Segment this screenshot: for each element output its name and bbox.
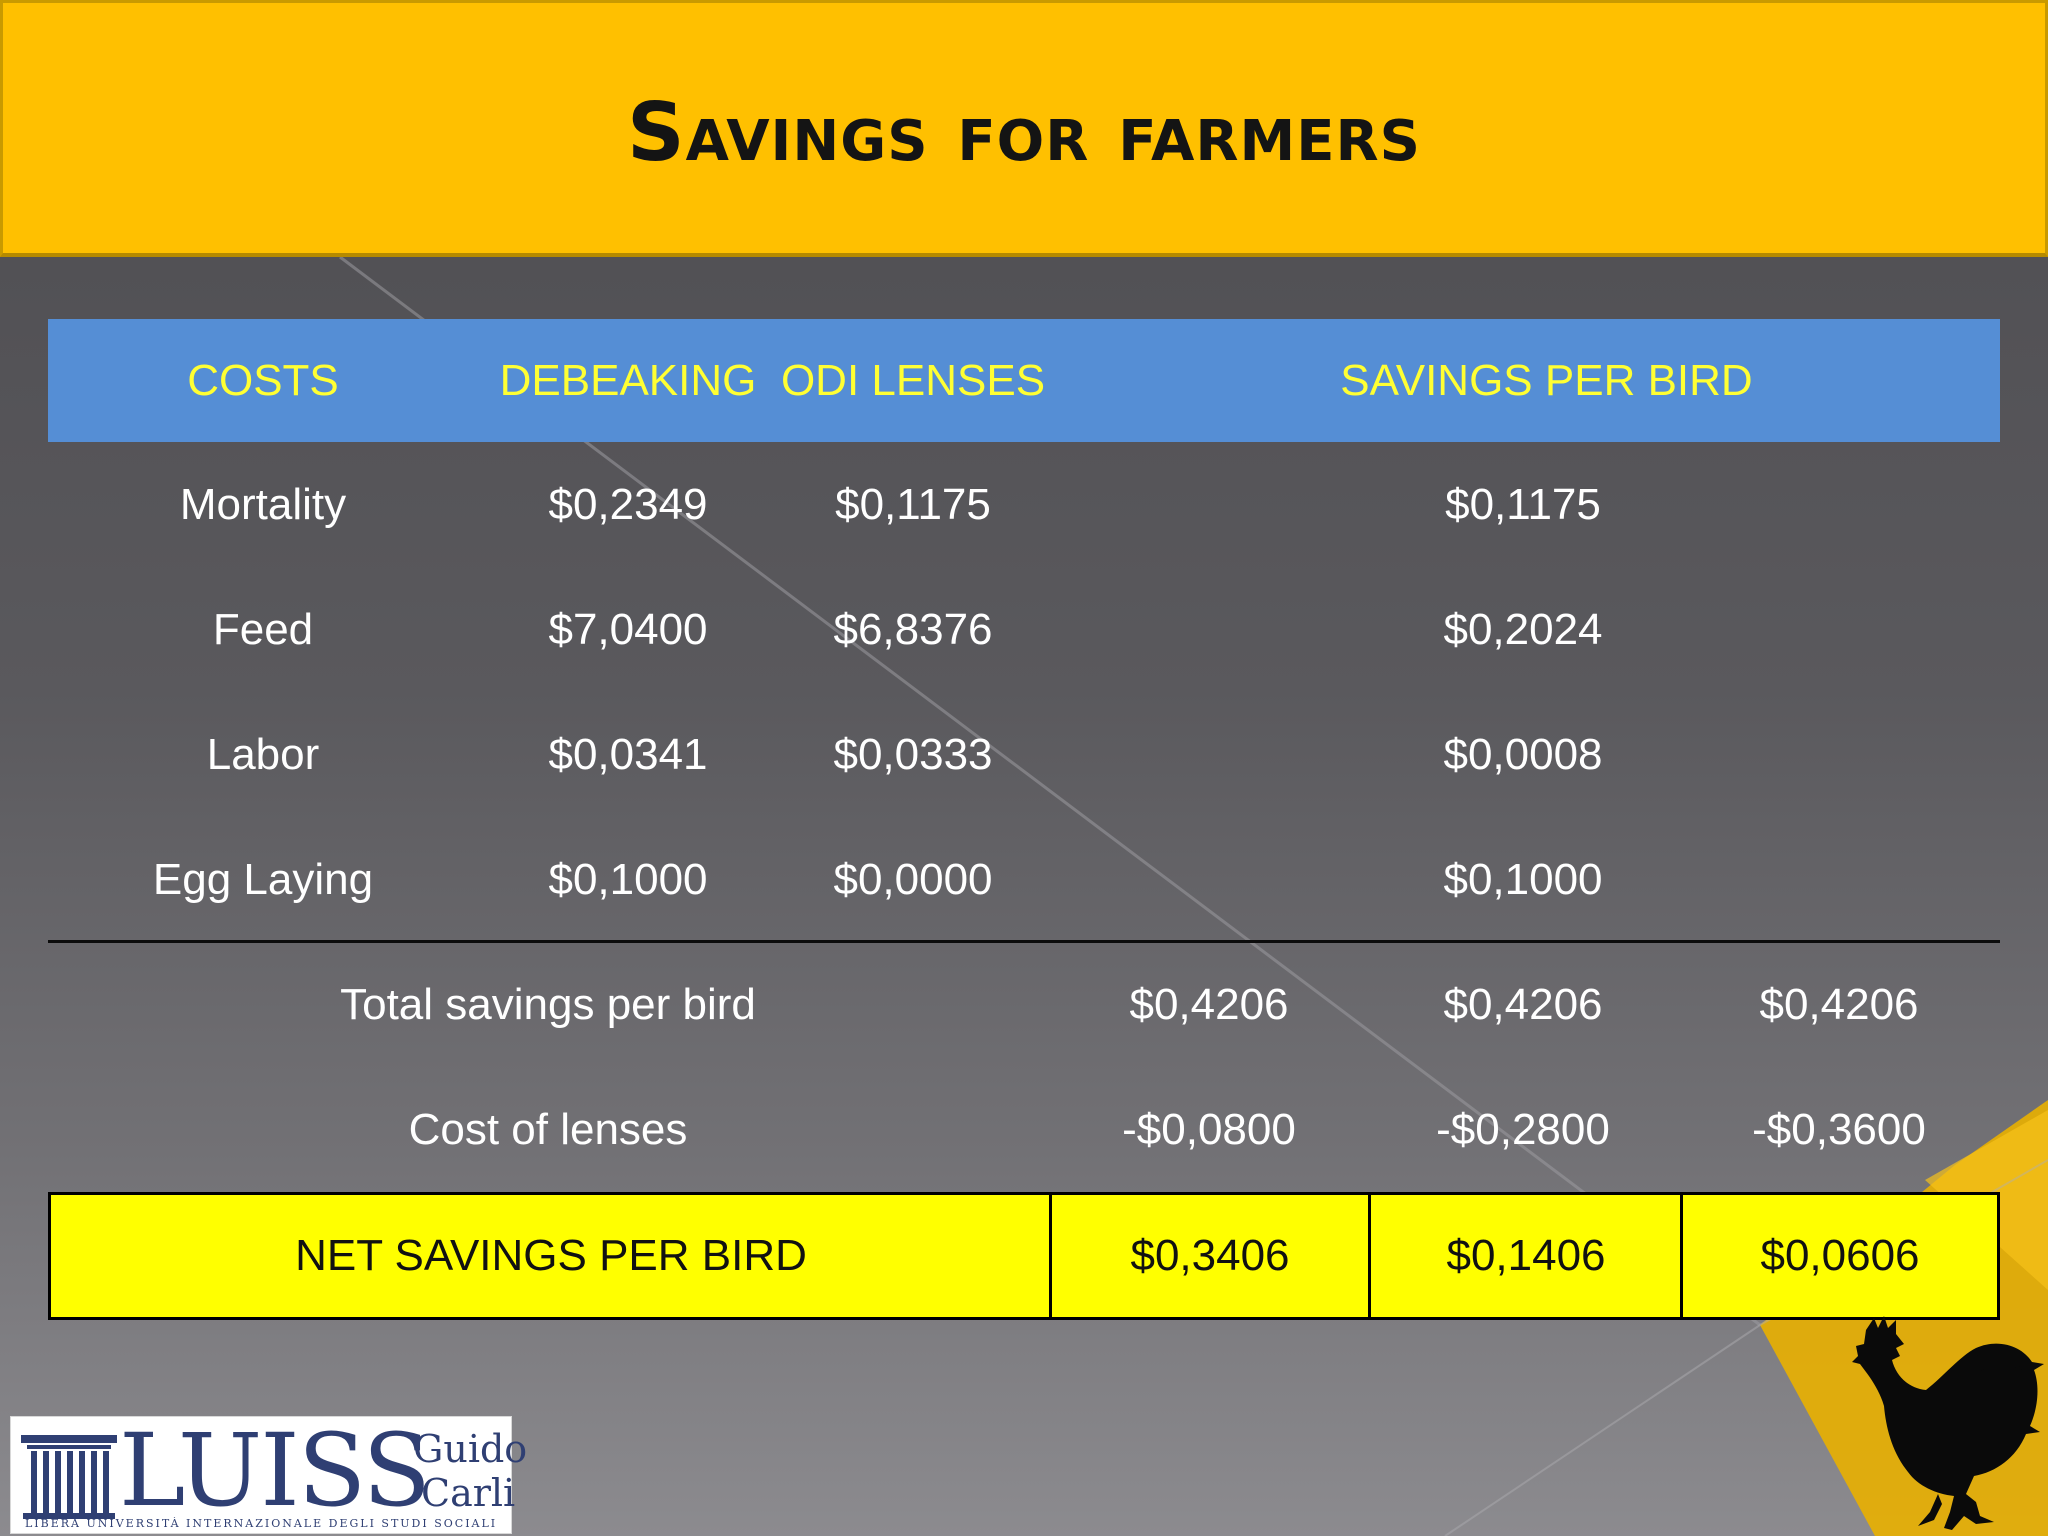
net-cell-separator xyxy=(1049,1195,1052,1317)
net-savings-value-3: $0,0606 xyxy=(1760,1231,1920,1280)
total-label: Total savings per bird xyxy=(340,979,756,1029)
header-savings-per-bird: SAVINGS PER BIRD xyxy=(1340,355,1753,405)
total-value-3: $0,4206 xyxy=(1759,979,1919,1029)
net-savings-value-2: $0,1406 xyxy=(1446,1231,1606,1280)
logo-carli: Carli xyxy=(421,1471,516,1515)
table-header-row: COSTS DEBEAKING ODI LENSES SAVINGS PER B… xyxy=(48,319,2000,442)
debeaking-value: $0,1000 xyxy=(548,854,708,904)
net-savings-value-1: $0,3406 xyxy=(1130,1231,1290,1280)
table-row: Feed $7,0400 $6,8376 $0,2024 xyxy=(48,567,2000,692)
cost-of-lenses-value-3: -$0,3600 xyxy=(1752,1104,1926,1154)
odi-value: $6,8376 xyxy=(833,604,993,654)
row-label: Egg Laying xyxy=(152,854,374,904)
pillars-icon xyxy=(21,1435,117,1519)
savings-value: $0,0008 xyxy=(1443,729,1603,779)
table-row: Mortality $0,2349 $0,1175 $0,1175 xyxy=(48,442,2000,567)
savings-table: COSTS DEBEAKING ODI LENSES SAVINGS PER B… xyxy=(48,319,2000,1320)
rooster-icon xyxy=(1852,1316,2044,1530)
net-savings-label: NET SAVINGS PER BIRD xyxy=(295,1231,807,1280)
header-odi-lenses: ODI LENSES xyxy=(780,355,1046,405)
slide-title: Savings for farmers xyxy=(627,85,1421,179)
total-value-2: $0,4206 xyxy=(1443,979,1603,1029)
row-label: Mortality xyxy=(179,479,347,529)
total-value-1: $0,4206 xyxy=(1129,979,1289,1029)
row-label: Labor xyxy=(206,729,320,779)
odi-value: $0,0000 xyxy=(833,854,993,904)
odi-value: $0,1175 xyxy=(835,479,991,529)
row-label: Feed xyxy=(212,604,314,654)
net-cell-separator xyxy=(1680,1195,1683,1317)
header-costs: COSTS xyxy=(187,355,339,405)
debeaking-value: $0,2349 xyxy=(548,479,708,529)
cost-of-lenses-value-2: -$0,2800 xyxy=(1436,1104,1610,1154)
debeaking-value: $0,0341 xyxy=(548,729,708,779)
net-cell-separator xyxy=(1368,1195,1371,1317)
title-bar: Savings for farmers xyxy=(0,0,2048,257)
odi-value: $0,0333 xyxy=(833,729,993,779)
savings-value: $0,1175 xyxy=(1445,479,1601,529)
table-row: Labor $0,0341 $0,0333 $0,0008 xyxy=(48,692,2000,817)
table-divider xyxy=(48,940,2000,943)
net-savings-row: NET SAVINGS PER BIRD $0,3406 $0,1406 $0,… xyxy=(48,1192,2000,1320)
savings-value: $0,2024 xyxy=(1443,604,1603,654)
luiss-logo: LUISS Guido Carli LIBERA UNIVERSITÀ INTE… xyxy=(10,1412,527,1534)
debeaking-value: $7,0400 xyxy=(548,604,708,654)
header-debeaking: DEBEAKING xyxy=(499,355,757,405)
cost-of-lenses-row: Cost of lenses -$0,0800 -$0,2800 -$0,360… xyxy=(48,1067,2000,1192)
cost-of-lenses-label: Cost of lenses xyxy=(408,1104,688,1154)
savings-value: $0,1000 xyxy=(1443,854,1603,904)
table-row: Egg Laying $0,1000 $0,0000 $0,1000 xyxy=(48,817,2000,942)
logo-word: LUISS xyxy=(119,1412,431,1529)
cost-of-lenses-value-1: -$0,0800 xyxy=(1122,1104,1296,1154)
logo-guido: Guido xyxy=(413,1427,528,1471)
logo-subtitle: LIBERA UNIVERSITÀ INTERNAZIONALE DEGLI S… xyxy=(25,1517,498,1530)
total-row: Total savings per bird $0,4206 $0,4206 $… xyxy=(48,942,2000,1067)
